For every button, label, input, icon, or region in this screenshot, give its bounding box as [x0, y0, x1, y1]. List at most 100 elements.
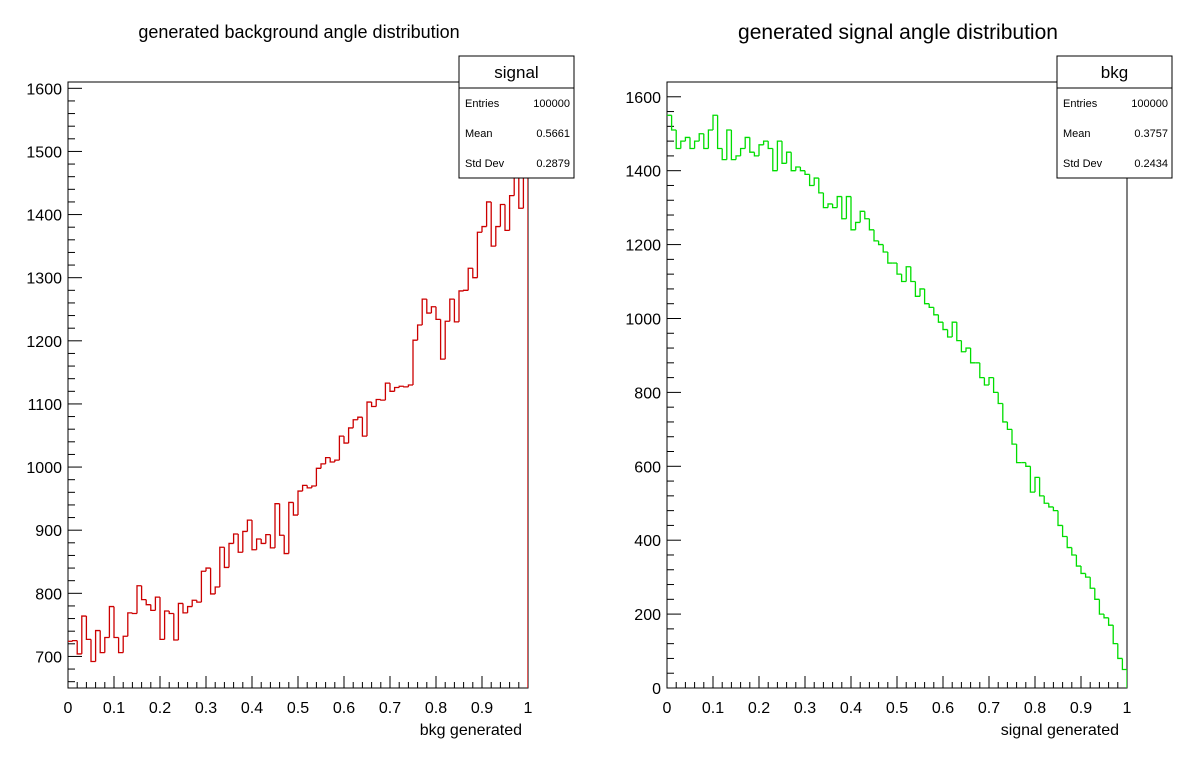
histogram-bin — [979, 362, 985, 379]
chart-1: generated background angle distribution 0… — [26, 22, 575, 739]
histogram-bin — [173, 613, 179, 641]
histogram-series — [68, 176, 528, 688]
x-tick-label: 0.3 — [794, 700, 816, 717]
histogram-bin — [94, 629, 101, 662]
histogram-bin — [122, 635, 128, 653]
histogram-bin — [71, 640, 78, 642]
stats-label: Entries — [1063, 98, 1098, 110]
histogram-bin — [426, 299, 432, 314]
histogram-bin — [1029, 466, 1035, 493]
histogram-bin — [292, 502, 298, 516]
histogram-bin — [278, 503, 285, 536]
histogram-bin — [269, 534, 275, 549]
histogram-bin — [306, 485, 312, 489]
histogram-bin — [407, 384, 413, 387]
histogram-bin — [329, 457, 335, 463]
histogram-bin — [297, 490, 303, 516]
histogram-bin — [730, 130, 736, 161]
histogram-bin — [343, 436, 349, 444]
histogram-bin — [790, 152, 796, 172]
x-tick-label: 0 — [663, 700, 672, 717]
stats-title: bkg — [1101, 63, 1128, 82]
histogram-bin — [412, 339, 418, 385]
histogram-bin — [140, 585, 147, 601]
histogram-bin — [896, 263, 902, 275]
histogram-bin — [785, 151, 792, 164]
histogram-bin — [767, 141, 773, 150]
histogram-bin — [320, 463, 326, 469]
histogram-bin — [255, 538, 262, 550]
histogram-bin — [1112, 625, 1118, 645]
y-tick-label: 600 — [634, 459, 661, 476]
histogram-bin — [914, 281, 920, 297]
histogram-bin — [721, 148, 727, 161]
histogram-bin — [219, 546, 225, 587]
histogram-bin — [804, 170, 810, 176]
histogram-bin — [956, 322, 962, 342]
x-tick-label: 0.4 — [840, 700, 862, 717]
y-tick-label: 1600 — [26, 81, 62, 98]
histogram-bin — [311, 485, 317, 488]
histogram-bin — [232, 533, 239, 544]
histogram-bin — [1057, 510, 1063, 527]
histogram-bin — [859, 210, 865, 223]
y-tick-label: 1100 — [28, 397, 63, 414]
x-tick-label: 0.4 — [241, 700, 263, 717]
x-tick-label: 0.2 — [149, 700, 171, 717]
histogram-bin — [334, 459, 340, 463]
histogram-bin — [113, 606, 119, 639]
histogram-bin — [910, 266, 916, 283]
stats-value: 100000 — [533, 98, 570, 110]
histogram-bin — [1011, 429, 1017, 445]
histogram-bin — [476, 231, 482, 278]
histogram-bin — [81, 615, 87, 654]
histogram-bin — [453, 299, 459, 323]
x-tick-label: 0.6 — [333, 700, 355, 717]
chart-title: generated signal angle distribution — [738, 21, 1058, 44]
stats-label: Std Dev — [465, 158, 505, 170]
histogram-bin — [739, 147, 746, 156]
histogram-bin — [361, 417, 367, 437]
histogram-bin — [168, 610, 174, 615]
chart-2: generated signal angle distribution 0 0.1 0… — [625, 21, 1173, 739]
histogram-bin — [684, 136, 690, 142]
histogram-bin — [1089, 577, 1095, 589]
histogram-bin — [375, 398, 381, 407]
histogram-bin — [182, 603, 188, 614]
histogram-bin — [200, 570, 206, 603]
y-tick-label: 0 — [652, 681, 661, 698]
histogram-bin — [104, 636, 110, 653]
histogram-bin — [301, 484, 308, 492]
histogram-bin — [481, 225, 487, 233]
histogram-bin — [393, 386, 400, 392]
histogram-bin — [818, 178, 824, 194]
histogram-bin — [522, 176, 528, 688]
chart-title: generated background angle distribution — [138, 22, 459, 42]
x-tick-label: 0.1 — [103, 700, 125, 717]
x-tick-label: 0.5 — [287, 700, 309, 717]
histogram-bin — [228, 542, 234, 568]
x-tick-label: 0.8 — [1024, 700, 1046, 717]
histogram-bin — [969, 348, 976, 364]
histogram-bin — [398, 385, 404, 388]
histogram-bin — [117, 637, 124, 654]
x-tick-label: 0.7 — [978, 700, 1000, 717]
histogram-bin — [518, 176, 524, 209]
histogram-bin — [1066, 536, 1072, 549]
stats-title: signal — [494, 63, 538, 82]
histogram-bin — [416, 324, 423, 341]
x-tick-label: 0.5 — [886, 700, 908, 717]
y-tick-label: 1600 — [625, 90, 661, 107]
histogram-bin — [1094, 588, 1100, 600]
histogram-bin — [495, 225, 501, 247]
histogram-bin — [430, 306, 436, 314]
histogram-bin — [951, 321, 957, 337]
stats-label: Std Dev — [1063, 158, 1103, 170]
histogram-bin — [439, 319, 446, 360]
histogram-bin — [490, 201, 496, 247]
y-tick-label: 1500 — [26, 144, 62, 161]
histogram-bin — [1071, 547, 1077, 556]
y-tick-label: 400 — [634, 533, 661, 550]
stats-value: 0.3757 — [1134, 128, 1168, 140]
histogram-bin — [150, 604, 156, 612]
